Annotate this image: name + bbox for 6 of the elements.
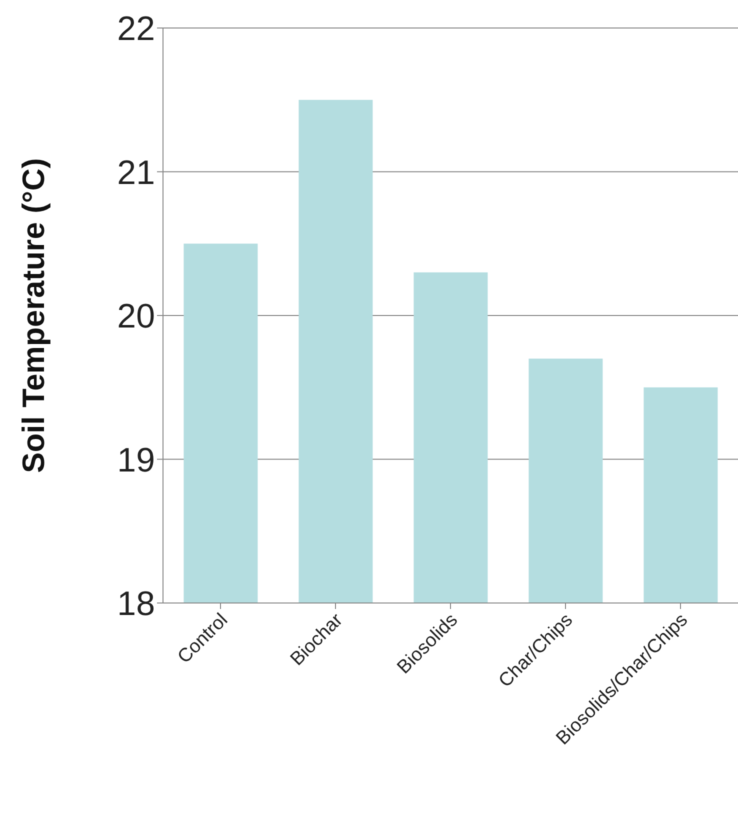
y-tick-label: 22 — [117, 10, 155, 48]
y-axis-title: Soil Temperature (°C) — [16, 158, 52, 473]
y-tick-label: 21 — [117, 154, 155, 192]
y-tick-label: 18 — [117, 585, 155, 624]
y-tick-label: 19 — [117, 441, 155, 480]
y-tick-label: 20 — [117, 298, 155, 336]
